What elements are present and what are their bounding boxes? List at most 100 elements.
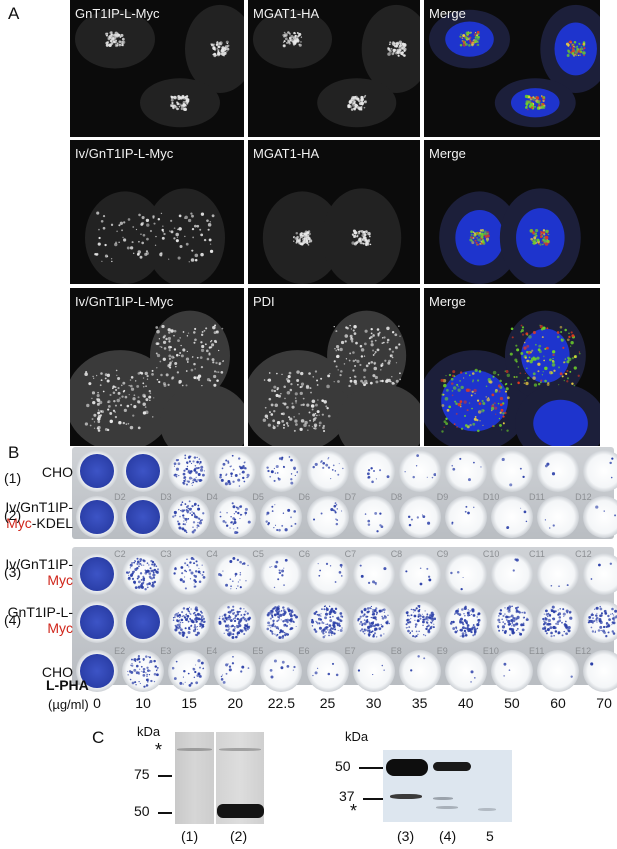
well-stain	[357, 605, 391, 639]
concentration-label: 70	[596, 695, 612, 711]
plate-well	[260, 450, 303, 492]
well-stain	[310, 605, 345, 639]
plate-well	[537, 496, 579, 538]
well-stain	[218, 557, 252, 591]
concentration-label: 10	[135, 695, 151, 711]
well-stain	[126, 654, 160, 688]
plate-well	[306, 650, 349, 692]
plate-well	[168, 601, 211, 643]
well-stain	[80, 654, 114, 688]
well-colonies	[506, 507, 528, 530]
plate-row-number-4: (4)	[4, 612, 22, 628]
well-code: D10	[482, 492, 500, 502]
well-colonies	[357, 664, 385, 676]
well-colonies	[550, 584, 569, 588]
well-colonies	[218, 557, 250, 590]
well-code: D9	[436, 492, 449, 502]
plate-well	[260, 601, 303, 643]
plate-row-number-2: (2)	[4, 507, 22, 523]
plate-row-label-4: GnT1IP-L- Myc	[8, 604, 73, 636]
panel-a-letter: A	[8, 4, 20, 23]
plate-row-number-1: (1)	[4, 470, 22, 486]
micrograph-image	[262, 188, 402, 284]
concentration-label: 60	[550, 695, 566, 711]
micrograph-label: MGAT1-HA	[253, 146, 320, 161]
well-stain	[265, 500, 299, 534]
right-marker-50-tick	[359, 767, 383, 769]
well-stain	[403, 454, 437, 488]
well-stain	[357, 557, 391, 591]
right-lane-label-4: (4)	[439, 828, 457, 844]
well-colonies	[450, 571, 464, 591]
blot-lane-5-band-star	[478, 808, 496, 811]
plate-well	[76, 553, 118, 595]
plate-row-name: GnT1IP-L-	[7, 604, 73, 620]
micrograph-image	[429, 4, 600, 128]
plate-well	[537, 650, 579, 692]
well-code: E6	[298, 646, 310, 656]
right-marker-50: 50	[335, 758, 351, 774]
micrograph-label: PDI	[253, 294, 275, 309]
plate-well	[122, 553, 165, 595]
well-stain	[541, 605, 575, 639]
well-colonies	[405, 567, 432, 586]
right-lane-label-3: (3)	[397, 828, 415, 844]
micrograph-label: MGAT1-HA	[253, 6, 320, 21]
well-colonies	[266, 605, 298, 640]
well-colonies	[312, 502, 342, 526]
well-stain	[541, 500, 575, 534]
well-code: E9	[436, 646, 448, 656]
plate-well	[214, 601, 257, 643]
concentration-label: 40	[458, 695, 474, 711]
well-colonies	[366, 467, 390, 484]
plate-well	[260, 496, 303, 538]
plate-well	[214, 496, 257, 538]
well-code: C6	[298, 549, 311, 559]
right-lane-label-5: 5	[486, 828, 494, 844]
well-stain	[495, 454, 529, 488]
plate-well	[352, 553, 395, 595]
well-stain	[265, 557, 299, 591]
well-colonies	[512, 558, 519, 572]
well-code: D7	[344, 492, 357, 502]
micrograph-image	[439, 188, 581, 284]
well-stain	[449, 454, 483, 488]
well-stain	[587, 654, 617, 688]
plate-well	[490, 650, 533, 692]
micrograph-r2-c2: MGAT1-HA	[248, 140, 420, 284]
concentration-label: 22.5	[267, 695, 296, 711]
well-colonies	[544, 519, 556, 529]
plate-well	[260, 553, 303, 595]
micrograph-r3-c2: PDI	[248, 288, 420, 446]
plate-well	[537, 553, 579, 595]
blot-lane-1-band-star	[177, 748, 212, 751]
plate-well	[444, 450, 487, 492]
well-stain	[541, 454, 575, 488]
well-stain	[126, 500, 160, 534]
plate-well	[490, 496, 533, 538]
left-blot-star: *	[155, 740, 163, 760]
plate-row-suffix: -KDEL	[31, 515, 73, 531]
well-colonies	[172, 500, 205, 534]
blot-right-membrane	[383, 750, 512, 822]
well-colonies	[218, 605, 252, 640]
left-marker-75: 75	[134, 766, 150, 782]
concentration-label: 35	[411, 695, 428, 711]
well-colonies	[265, 504, 296, 532]
micrograph-r1-c3: Merge	[424, 0, 600, 137]
plate-well	[398, 496, 441, 538]
well-colonies	[404, 454, 437, 479]
micrograph-image	[248, 310, 420, 446]
well-stain	[449, 557, 483, 591]
plate-well	[76, 601, 118, 643]
plate-well	[306, 553, 349, 595]
well-colonies	[587, 606, 617, 638]
well-stain	[265, 454, 299, 488]
well-stain	[218, 500, 252, 535]
concentration-label: 25	[319, 695, 336, 711]
well-colonies	[357, 606, 390, 638]
well-colonies	[221, 656, 250, 684]
plate-row-label-3: Iv/GnT1IP- Myc	[5, 556, 73, 588]
well-code: E2	[114, 646, 126, 656]
well-code: E4	[206, 646, 218, 656]
